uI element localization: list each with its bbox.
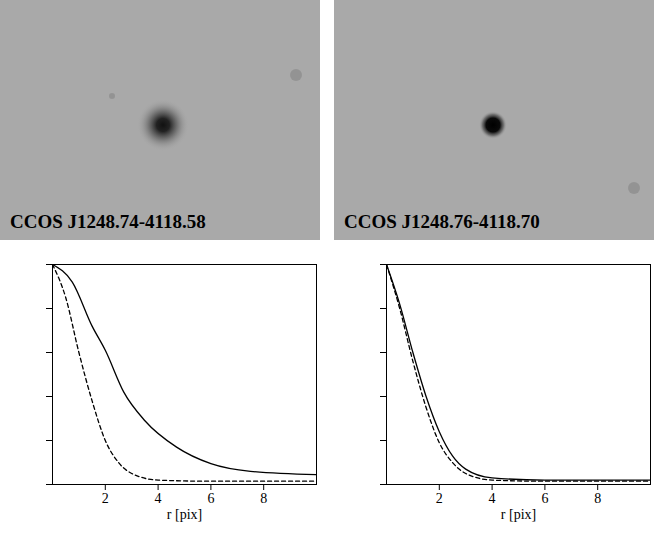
svg-text:8: 8	[260, 491, 267, 506]
svg-text:r [pix]: r [pix]	[167, 507, 202, 522]
svg-text:2: 2	[102, 491, 109, 506]
svg-text:8: 8	[594, 491, 601, 506]
svg-text:4: 4	[489, 491, 496, 506]
svg-text:6: 6	[207, 491, 214, 506]
svg-text:r [pix]: r [pix]	[501, 507, 536, 522]
svg-text:CCOS J1248.74-4118.58: CCOS J1248.74-4118.58	[10, 211, 206, 232]
svg-text:6: 6	[541, 491, 548, 506]
svg-text:CCOS J1248.76-4118.70: CCOS J1248.76-4118.70	[344, 211, 540, 232]
svg-text:2: 2	[436, 491, 443, 506]
svg-text:4: 4	[155, 491, 162, 506]
